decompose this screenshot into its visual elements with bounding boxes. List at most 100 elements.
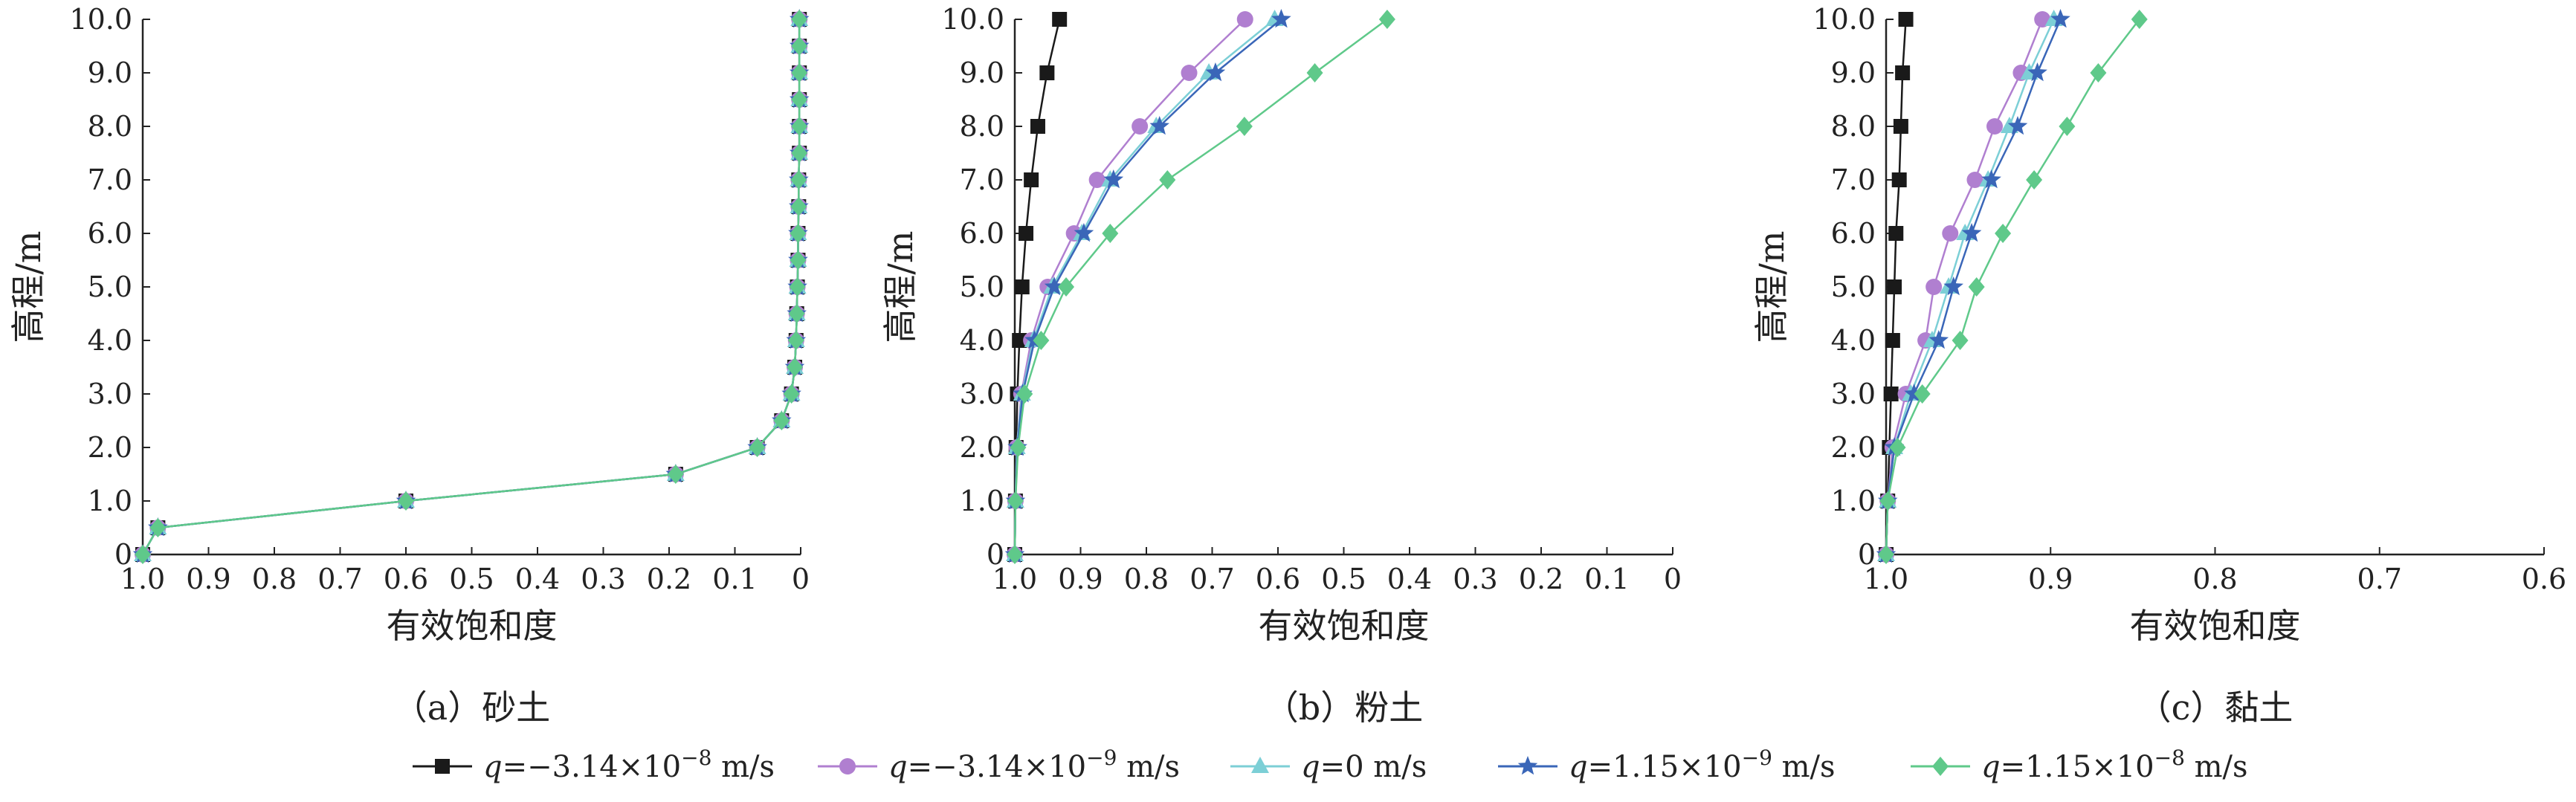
chart-panel-3: 1.0 0.9 0.8 0.7 0.601.02.03.04.05.06.07.08.0… — [1752, 3, 2566, 728]
data-point — [790, 250, 807, 270]
data-point — [1016, 384, 1033, 404]
y-tick-label: 1.0 — [88, 485, 132, 517]
y-tick-label: 1.0 — [1831, 485, 1876, 517]
legend-exponent: −9 — [1086, 746, 1117, 770]
data-point — [791, 10, 808, 29]
legend-q: q — [1981, 750, 2001, 784]
legend-value: =0 m/s — [1320, 750, 1427, 784]
legend-label: q=0 m/s — [1301, 750, 1427, 784]
data-point — [1014, 279, 1030, 294]
legend-label: q=−3.14×10−9 m/s — [888, 746, 1180, 784]
data-point — [1895, 65, 1911, 80]
series-4 — [1004, 9, 1291, 563]
legend-item-2: q=−3.14×10−9 m/s — [818, 746, 1180, 784]
data-point — [791, 117, 808, 136]
y-tick-label: 9.0 — [88, 56, 132, 89]
y-tick-label: 6.0 — [88, 217, 132, 250]
data-point — [398, 491, 414, 511]
data-point — [783, 384, 800, 404]
data-point — [2090, 63, 2107, 83]
y-tick-label: 2.0 — [88, 431, 132, 464]
data-point — [790, 170, 807, 190]
data-point — [1010, 438, 1027, 457]
x-tick-label: 0.2 — [647, 563, 691, 595]
series-5 — [1878, 10, 2148, 564]
data-point — [1024, 172, 1039, 187]
legend: q=−3.14×10−8 m/s q=−3.14×10−9 m/s q=0 m/s q… — [413, 746, 2248, 784]
y-tick-label: 6.0 — [1831, 217, 1876, 250]
legend-q: q — [1301, 750, 1320, 784]
data-point — [1981, 169, 2001, 189]
y-tick-label: 3.0 — [1831, 378, 1876, 410]
data-point — [1306, 63, 1323, 83]
x-tick-label: 0.6 — [2522, 563, 2566, 595]
y-tick-label: 8.0 — [88, 110, 132, 143]
data-point — [1968, 277, 1985, 297]
data-point — [791, 63, 808, 83]
x-tick-label: 0.9 — [1058, 563, 1103, 595]
series-line — [141, 19, 801, 555]
y-tick-label: 7.0 — [1831, 164, 1876, 196]
data-point — [2050, 9, 2070, 28]
data-point — [1966, 172, 1983, 188]
x-tick-label: 0.7 — [2357, 563, 2402, 595]
x-tick-label: 0.1 — [712, 563, 757, 595]
x-tick-label: 0.1 — [1584, 563, 1629, 595]
x-tick-label: 0.5 — [449, 563, 494, 595]
data-point — [1888, 226, 1904, 241]
legend-value: =−3.14×10 — [908, 750, 1087, 784]
data-point — [1879, 491, 1897, 511]
data-point — [1181, 65, 1198, 81]
y-tick-label: 0 — [114, 538, 132, 571]
data-point — [2027, 62, 2047, 82]
y-tick-label: 3.0 — [88, 378, 132, 410]
x-tick-label: 0.4 — [1387, 563, 1432, 595]
data-point — [1132, 118, 1149, 135]
x-axis-label: 有效饱和度 — [387, 606, 558, 646]
x-axis-label: 有效饱和度 — [2130, 606, 2301, 646]
legend-q: q — [888, 750, 908, 784]
x-tick-label: 0.7 — [1189, 563, 1234, 595]
legend-marker — [1251, 757, 1269, 773]
data-point — [1995, 224, 2012, 243]
series-1 — [1879, 12, 1914, 562]
data-point — [1019, 226, 1034, 241]
x-tick-label: 1.0 — [120, 563, 165, 595]
legend-marker — [435, 759, 450, 774]
series-2 — [135, 11, 808, 563]
data-point — [1236, 11, 1253, 28]
y-tick-label: 1.0 — [960, 485, 1004, 517]
data-point — [1891, 172, 1907, 187]
legend-unit: m/s — [1772, 750, 1836, 784]
data-point — [1898, 12, 1914, 27]
data-point — [1914, 384, 1931, 404]
legend-unit: m/s — [711, 750, 775, 784]
data-point — [1088, 172, 1105, 188]
data-point — [790, 224, 807, 243]
data-point — [790, 197, 807, 216]
y-tick-label: 10.0 — [941, 3, 1004, 36]
legend-item-4: q=1.15×10−9 m/s — [1498, 746, 1836, 784]
data-point — [1883, 387, 1899, 401]
y-tick-label: 3.0 — [960, 378, 1004, 410]
data-point — [1942, 225, 1959, 242]
y-tick-label: 2.0 — [960, 431, 1004, 464]
data-point — [749, 438, 766, 457]
data-point — [1103, 169, 1124, 189]
data-point — [2026, 170, 2043, 190]
data-point — [789, 277, 806, 297]
y-axis-label: 高程/m — [8, 230, 48, 343]
legend-exponent: −8 — [681, 746, 711, 770]
legend-q: q — [483, 750, 503, 784]
y-tick-label: 9.0 — [960, 56, 1004, 89]
x-tick-label: 0.9 — [186, 563, 230, 595]
series-line — [141, 19, 801, 555]
data-point — [1039, 65, 1055, 80]
legend-marker — [1932, 757, 1949, 776]
series-line — [141, 19, 801, 555]
data-point — [1205, 62, 1226, 82]
y-tick-label: 5.0 — [88, 271, 132, 303]
chart-panel-2: 1.0 0.9 0.8 0.7 0.6 0.5 0.4 0.3 0.2 0.1 001.02.03.… — [880, 3, 1682, 728]
y-tick-label: 10.0 — [1812, 3, 1876, 36]
